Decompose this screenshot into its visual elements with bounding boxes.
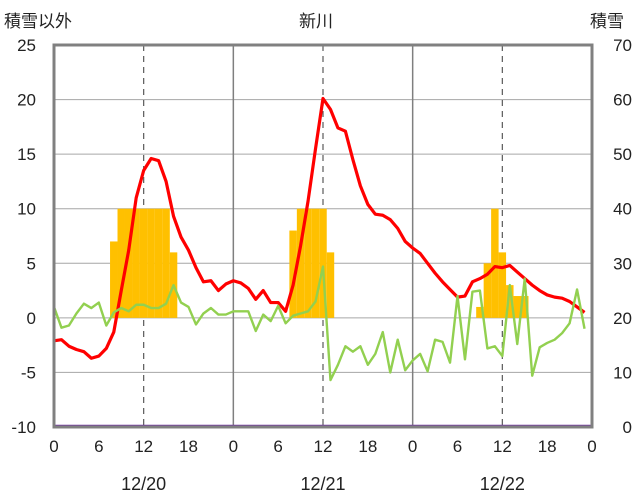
x-tick-label: 6 — [273, 437, 282, 456]
x-tick-label: 0 — [229, 437, 238, 456]
snow-bar — [319, 208, 327, 318]
y-right-tick-label: 40 — [613, 200, 632, 219]
snow-bar — [147, 208, 155, 318]
left-axis-title: 積雪以外 — [4, 12, 72, 32]
green-series-line — [52, 265, 586, 382]
snow-bar — [117, 208, 125, 318]
right-axis-title: 積雪 — [590, 12, 624, 32]
x-tick-label: 0 — [408, 437, 417, 456]
y-left-tick-label: -10 — [11, 418, 36, 437]
snow-bar — [483, 263, 492, 318]
x-tick-label: 18 — [358, 437, 377, 456]
snow-bar — [491, 208, 499, 318]
x-tick-label: 12 — [134, 437, 153, 456]
y-right-tick-label: 30 — [613, 254, 632, 273]
y-right-tick-label: 20 — [613, 309, 632, 328]
y-right-tick-label: 10 — [613, 363, 632, 382]
x-tick-label: 18 — [179, 437, 198, 456]
x-tick-label: 6 — [94, 437, 103, 456]
snow-bar — [326, 252, 335, 318]
y-left-tick-label: 20 — [17, 91, 36, 110]
y-left-tick-label: 15 — [17, 145, 36, 164]
snow-bar — [498, 252, 507, 318]
plot-frame — [52, 43, 594, 429]
snow-bar — [162, 208, 170, 318]
red-series-line — [53, 96, 586, 360]
x-tick-label: 6 — [453, 437, 462, 456]
y-right-tick-label: 0 — [623, 418, 632, 437]
snow-bar — [521, 296, 529, 318]
snow-bar — [304, 208, 312, 318]
date-label: 12/22 — [480, 474, 525, 494]
y-right-tick-label: 50 — [613, 145, 632, 164]
snow-bar — [296, 208, 305, 318]
y-left-tick-label: 25 — [17, 36, 36, 55]
x-tick-label: 12 — [314, 437, 333, 456]
chart-title: 新川 — [299, 12, 333, 32]
date-label: 12/20 — [121, 474, 166, 494]
date-label: 12/21 — [300, 474, 345, 494]
y-right-tick-label: 70 — [613, 36, 632, 55]
snow-bar — [154, 208, 163, 318]
y-left-tick-label: 5 — [27, 254, 36, 273]
frame-layer — [52, 43, 594, 429]
y-right-tick-label: 60 — [613, 91, 632, 110]
x-tick-label: 18 — [538, 437, 557, 456]
snow-bar — [476, 306, 484, 318]
y-left-tick-label: -5 — [21, 363, 36, 382]
y-left-tick-label: 0 — [27, 309, 36, 328]
snow-bar — [311, 208, 320, 318]
snow-bar — [506, 285, 514, 318]
snow-bar — [110, 241, 118, 318]
x-tick-label: 0 — [587, 437, 596, 456]
snow-bar — [124, 208, 133, 318]
snow-bar — [132, 208, 140, 318]
snow-bar — [513, 296, 522, 318]
snow-bar — [289, 230, 297, 318]
x-tick-label: 12 — [493, 437, 512, 456]
y-left-tick-label: 10 — [17, 200, 36, 219]
snow-bar — [139, 208, 148, 318]
x-tick-label: 0 — [49, 437, 58, 456]
